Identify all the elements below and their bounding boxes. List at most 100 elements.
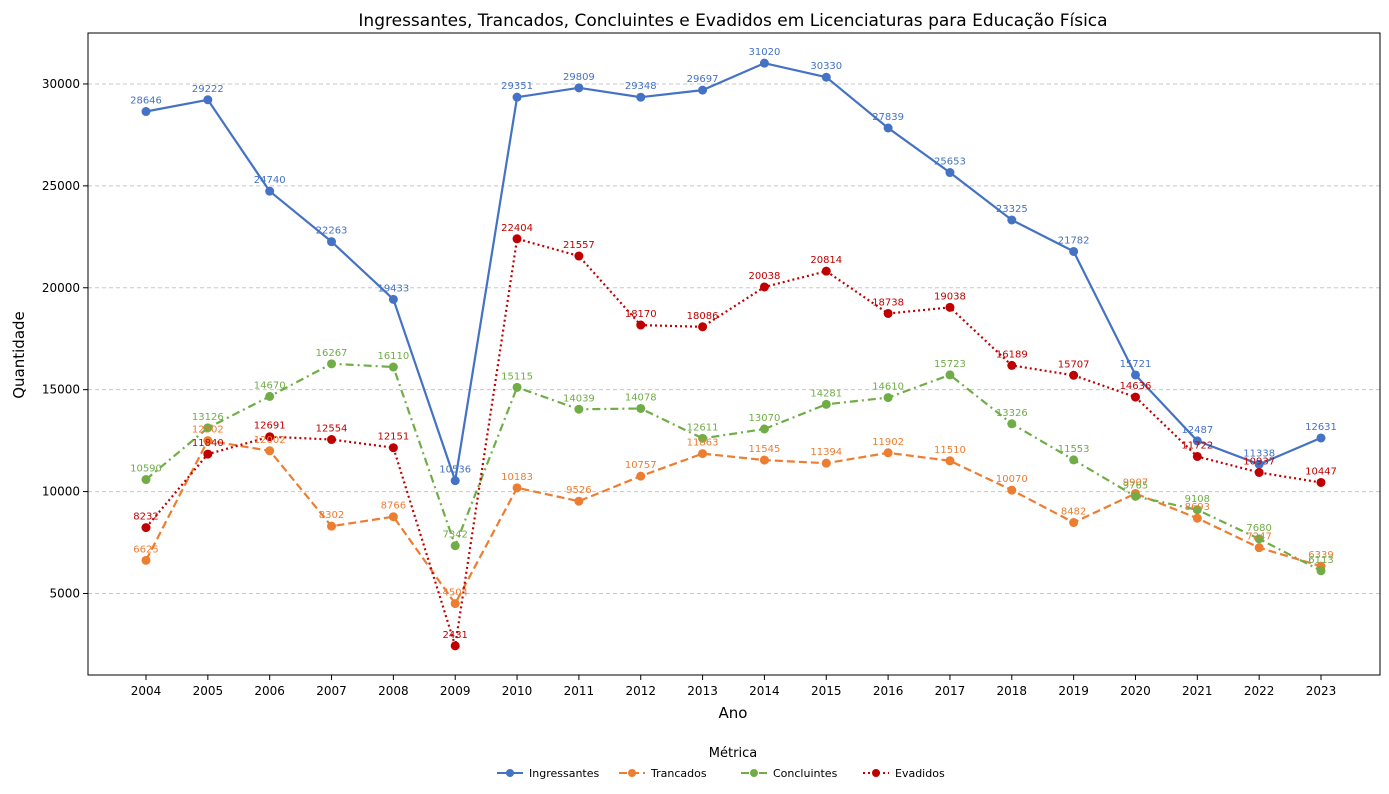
legend-marker-ingressantes bbox=[506, 769, 514, 777]
data-label-trancados: 8766 bbox=[381, 501, 406, 512]
data-point-evadidos bbox=[1192, 451, 1202, 461]
data-label-concluintes: 14281 bbox=[810, 388, 842, 399]
data-point-ingressantes bbox=[1069, 246, 1079, 256]
data-point-concluintes bbox=[265, 391, 275, 401]
data-point-evadidos bbox=[1007, 360, 1017, 370]
data-label-concluintes: 14670 bbox=[254, 380, 286, 391]
data-label-concluintes: 11553 bbox=[1058, 444, 1090, 455]
data-label-concluintes: 6113 bbox=[1308, 555, 1333, 566]
data-point-ingressantes bbox=[821, 72, 831, 82]
data-label-concluintes: 13070 bbox=[749, 413, 781, 424]
data-label-concluintes: 10590 bbox=[130, 464, 162, 475]
legend: Métrica Ingressantes Trancados Concluintes… bbox=[497, 746, 945, 780]
series-line-ingressantes bbox=[145, 62, 1322, 482]
x-tick-label: 2023 bbox=[1306, 684, 1337, 698]
data-label-ingressantes: 19433 bbox=[377, 283, 409, 294]
x-tick-label: 2016 bbox=[873, 684, 904, 698]
data-label-concluintes: 16110 bbox=[377, 351, 409, 362]
data-point-trancados bbox=[1192, 513, 1202, 523]
data-point-concluintes bbox=[821, 399, 831, 409]
legend-marker-concluintes bbox=[750, 769, 758, 777]
data-label-trancados: 11510 bbox=[934, 445, 966, 456]
data-point-concluintes bbox=[945, 370, 955, 380]
data-label-concluintes: 7680 bbox=[1246, 523, 1271, 534]
data-label-evadidos: 16189 bbox=[996, 349, 1028, 360]
data-label-trancados: 4504 bbox=[442, 588, 467, 599]
data-point-concluintes bbox=[512, 382, 522, 392]
data-point-trancados bbox=[512, 483, 522, 493]
legend-items: Ingressantes Trancados Concluintes Evadidos bbox=[497, 767, 945, 780]
data-point-evadidos bbox=[698, 322, 708, 332]
data-point-trancados bbox=[1007, 485, 1017, 495]
data-label-ingressantes: 29809 bbox=[563, 72, 595, 83]
data-point-ingressantes bbox=[327, 237, 337, 247]
x-tick-label: 2007 bbox=[316, 684, 347, 698]
data-label-evadidos: 14636 bbox=[1120, 381, 1152, 392]
data-label-evadidos: 19038 bbox=[934, 291, 966, 302]
data-label-ingressantes: 30330 bbox=[810, 61, 842, 72]
data-point-trancados bbox=[636, 471, 646, 481]
data-label-evadidos: 12554 bbox=[316, 424, 348, 435]
data-label-ingressantes: 29222 bbox=[192, 84, 224, 95]
data-point-trancados bbox=[883, 448, 893, 458]
series-line-trancados bbox=[145, 439, 1322, 605]
data-label-trancados: 11902 bbox=[872, 437, 904, 448]
x-axis-label: Ano bbox=[719, 704, 748, 722]
data-point-concluintes bbox=[698, 433, 708, 443]
y-axis-label: Quantidade bbox=[10, 311, 28, 399]
x-tick-label: 2018 bbox=[997, 684, 1028, 698]
data-label-concluintes: 13126 bbox=[192, 412, 224, 423]
data-label-ingressantes: 24740 bbox=[254, 175, 286, 186]
legend-marker-evadidos bbox=[872, 769, 880, 777]
legend-label-trancados: Trancados bbox=[650, 767, 707, 780]
data-point-evadidos bbox=[574, 251, 584, 261]
data-label-evadidos: 18170 bbox=[625, 309, 657, 320]
data-point-ingressantes bbox=[450, 476, 460, 486]
data-label-concluintes: 16267 bbox=[316, 348, 348, 359]
data-point-trancados bbox=[388, 512, 398, 522]
y-tick-label: 30000 bbox=[42, 77, 80, 91]
data-point-concluintes bbox=[141, 475, 151, 485]
data-label-evadidos: 8232 bbox=[133, 512, 158, 523]
data-point-ingressantes bbox=[512, 92, 522, 102]
series-line-concluintes bbox=[145, 362, 1322, 572]
data-point-concluintes bbox=[1069, 455, 1079, 465]
x-tick-label: 2011 bbox=[564, 684, 595, 698]
data-point-ingressantes bbox=[1130, 370, 1140, 380]
data-point-concluintes bbox=[1007, 419, 1017, 429]
data-point-evadidos bbox=[141, 523, 151, 533]
data-label-trancados: 11545 bbox=[749, 444, 781, 455]
y-tick-label: 10000 bbox=[42, 485, 80, 499]
data-label-trancados: 11863 bbox=[687, 438, 719, 449]
data-label-evadidos: 21557 bbox=[563, 240, 595, 251]
y-tick-label: 15000 bbox=[42, 383, 80, 397]
data-label-evadidos: 10937 bbox=[1243, 456, 1275, 467]
data-point-evadidos bbox=[203, 449, 213, 459]
data-label-trancados: 6339 bbox=[1308, 550, 1333, 561]
data-point-evadidos bbox=[1130, 392, 1140, 402]
data-point-ingressantes bbox=[574, 83, 584, 93]
data-point-concluintes bbox=[327, 359, 337, 369]
data-label-trancados: 9526 bbox=[566, 485, 591, 496]
data-label-evadidos: 22404 bbox=[501, 223, 533, 234]
data-label-trancados: 10070 bbox=[996, 474, 1028, 485]
data-point-evadidos bbox=[759, 282, 769, 292]
data-point-concluintes bbox=[574, 404, 584, 414]
data-label-concluintes: 15723 bbox=[934, 359, 966, 370]
x-tick-label: 2021 bbox=[1182, 684, 1213, 698]
plot-frame bbox=[87, 32, 1381, 676]
x-tick-label: 2017 bbox=[935, 684, 966, 698]
data-label-ingressantes: 29697 bbox=[687, 74, 719, 85]
series-group bbox=[141, 58, 1326, 651]
data-point-concluintes bbox=[388, 362, 398, 372]
data-label-evadidos: 10447 bbox=[1305, 466, 1337, 477]
data-label-ingressantes: 23325 bbox=[996, 204, 1028, 215]
x-tick-label: 2010 bbox=[502, 684, 533, 698]
data-label-concluintes: 9108 bbox=[1185, 494, 1210, 505]
x-tick-label: 2005 bbox=[193, 684, 224, 698]
data-point-ingressantes bbox=[265, 186, 275, 196]
data-point-concluintes bbox=[636, 403, 646, 413]
data-point-concluintes bbox=[450, 541, 460, 551]
data-point-concluintes bbox=[1316, 566, 1326, 576]
data-label-concluintes: 7342 bbox=[442, 530, 467, 541]
